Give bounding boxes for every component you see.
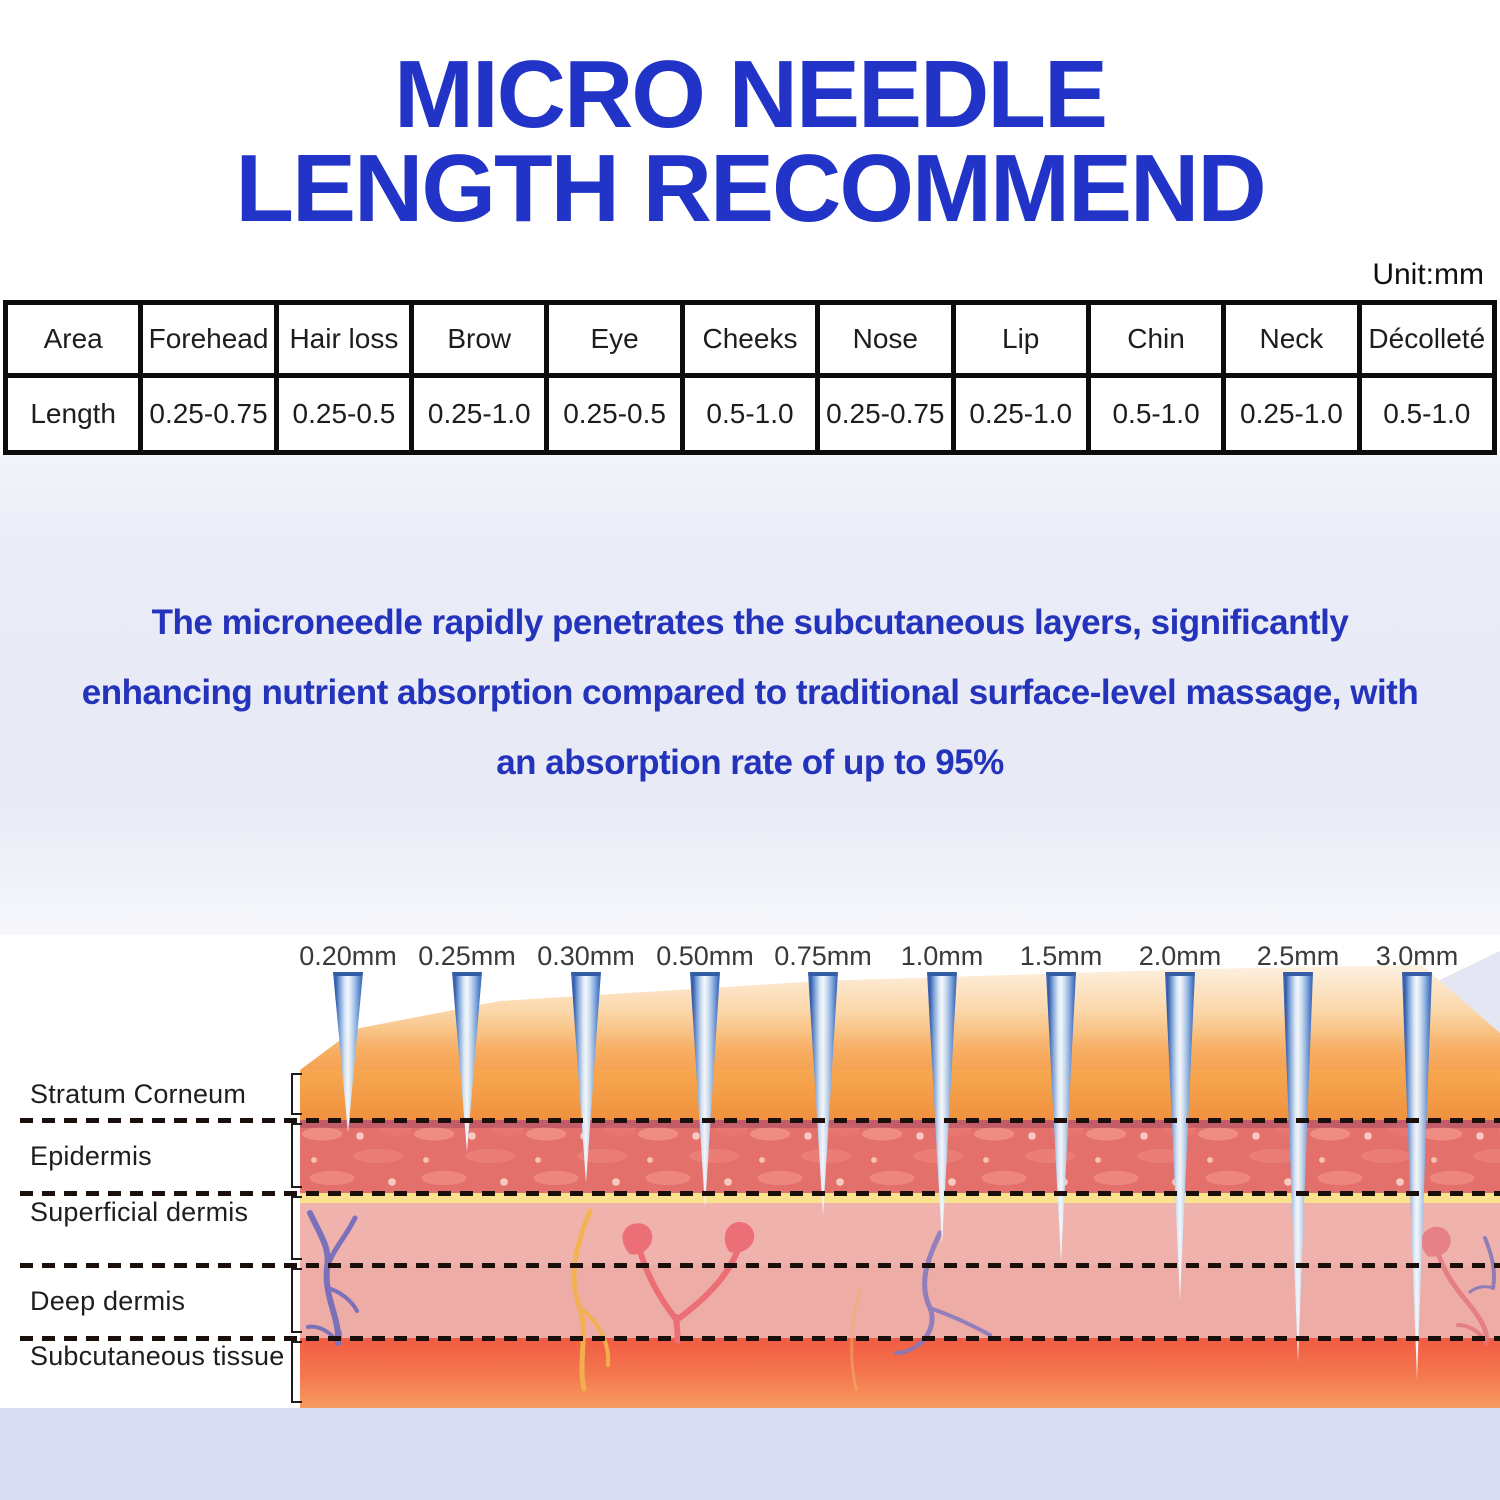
table-cell: Brow [409, 300, 550, 378]
layer-label: Subcutaneous tissue [30, 1341, 285, 1371]
needle-length-label: 2.5mm [1256, 941, 1340, 971]
needle-length-label: 0.30mm [537, 941, 635, 971]
description-line: The microneedle rapidly penetrates the s… [151, 603, 1349, 642]
table-cell: Lip [950, 300, 1091, 378]
layer-boundary-dashed-line [20, 1336, 1500, 1341]
basement-membrane-line [300, 1193, 1500, 1203]
table-cell: 0.25-1.0 [950, 373, 1091, 455]
layer-label: Deep dermis [30, 1285, 186, 1316]
table-cell: Chin [1085, 300, 1227, 378]
layer-bracket [291, 1123, 302, 1188]
layer-label: Epidermis [30, 1140, 152, 1171]
description-text: The microneedle rapidly penetrates the s… [0, 603, 1500, 783]
table-cell: 0.25-1.0 [409, 373, 550, 455]
table-cell: 0.25-0.75 [815, 373, 956, 455]
needle-length-label: 0.25mm [418, 941, 516, 971]
page-title-line2: LENGTH RECOMMEND [235, 135, 1266, 243]
layer-bracket [291, 1341, 302, 1403]
layer-bracket [291, 1196, 302, 1260]
table-cell: 0.25-1.0 [1221, 373, 1362, 455]
page-title-line1: MICRO NEEDLE [393, 41, 1108, 148]
table-cell: 0.25-0.5 [273, 373, 415, 455]
layer-label: Superficial dermis [30, 1197, 249, 1227]
layer-stratum-corneum [300, 1070, 1500, 1120]
description-line: enhancing nutrient absorption compared t… [81, 673, 1419, 712]
table-cell: Forehead [138, 300, 279, 378]
table-cell: 0.5-1.0 [679, 373, 821, 455]
needle-length-label: 2.0mm [1138, 941, 1222, 971]
layer-boundary-dashed-line [20, 1118, 1500, 1123]
table-cell: 0.5-1.0 [1356, 373, 1498, 455]
page-title: MICRO NEEDLE LENGTH RECOMMEND [0, 41, 1500, 243]
layer-boundary-dashed-line [20, 1263, 1500, 1268]
recommend-table: Area Forehead Hair loss Brow Eye Cheeks Nose Li… [2, 300, 1498, 455]
table-cell: Nose [815, 300, 956, 378]
table-cell: Eye [544, 300, 685, 378]
table-row: Area Forehead Hair loss Brow Eye Cheeks Nose Li… [2, 300, 1498, 378]
recommend-table-body: Area Forehead Hair loss Brow Eye Cheeks Nose Li… [2, 300, 1498, 455]
layer-boundary-dashed-line [20, 1191, 1500, 1196]
layer-label: Stratum Corneum [30, 1079, 247, 1109]
table-cell: Hair loss [273, 300, 415, 378]
table-cell: Area [2, 300, 144, 378]
table-cell: Length [2, 373, 144, 455]
layer-epidermis [300, 1120, 1500, 1193]
table-cell: Neck [1221, 300, 1362, 378]
unit-label: Unit:mm [1372, 258, 1484, 291]
needle-length-label: 1.0mm [900, 941, 984, 971]
needle-length-label: 0.75mm [774, 941, 872, 971]
table-cell: Décolleté [1356, 300, 1498, 378]
layer-bracket [291, 1073, 302, 1115]
table-row: Length 0.25-0.75 0.25-0.5 0.25-1.0 0.25-0.5 0… [2, 373, 1498, 455]
needle-length-label: 0.50mm [656, 941, 754, 971]
layer-bracket [291, 1268, 302, 1333]
table-cell: 0.5-1.0 [1085, 373, 1227, 455]
needle-length-label: 0.20mm [299, 941, 397, 971]
table-cell: Cheeks [679, 300, 821, 378]
bottom-strip [0, 1408, 1500, 1500]
needle-length-label: 3.0mm [1375, 941, 1459, 971]
layer-subcutaneous [300, 1338, 1500, 1408]
description-line: an absorption rate of up to 95% [496, 743, 1004, 782]
needle-length-label: 1.5mm [1019, 941, 1103, 971]
vessels-illustration [306, 1208, 1496, 1392]
description-section: The microneedle rapidly penetrates the s… [0, 455, 1500, 935]
table-cell: 0.25-0.5 [544, 373, 685, 455]
table-cell: 0.25-0.75 [138, 373, 279, 455]
skin-diagram: 0.20mm 0.25mm 0.30mm 0.50mm 0.75mm 1.0mm 1.5mm… [0, 935, 1500, 1500]
